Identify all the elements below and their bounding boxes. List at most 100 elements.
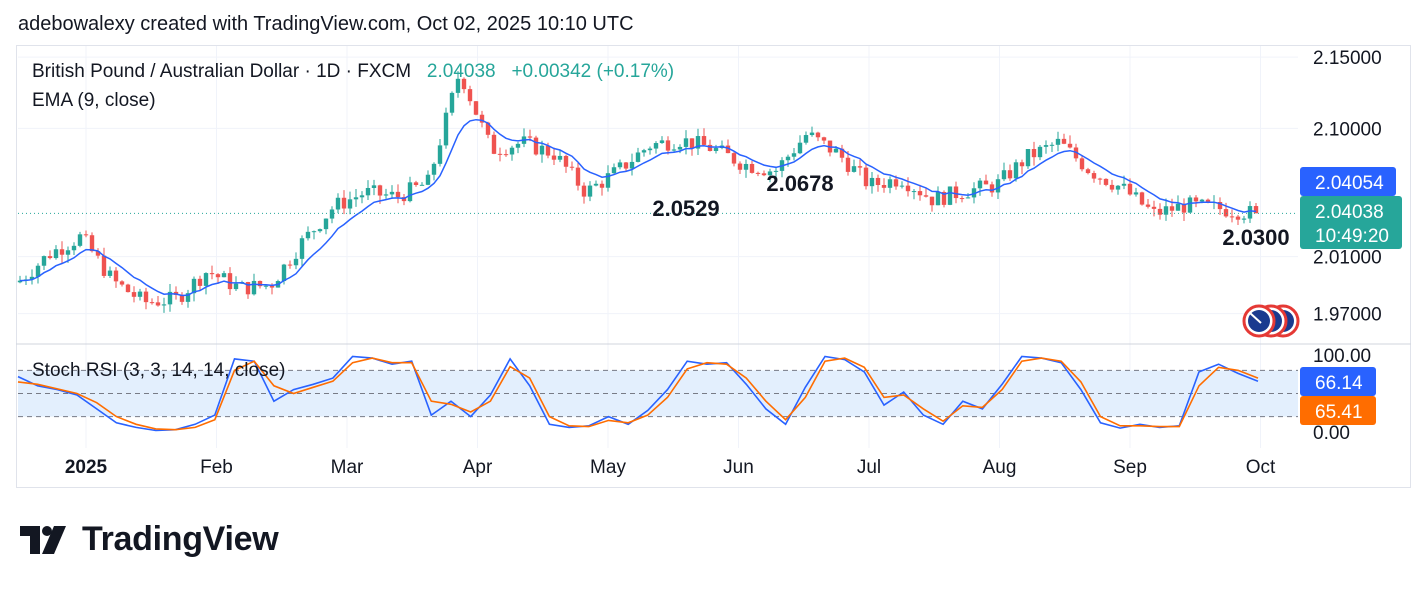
candle-body <box>143 291 149 303</box>
candle-body <box>479 114 485 123</box>
candle-up <box>713 144 719 154</box>
candle-down <box>485 121 491 139</box>
candle-down <box>89 232 95 253</box>
candle-body <box>491 134 497 154</box>
ema-price-badge-text: 2.04054 <box>1315 173 1384 194</box>
candle-body <box>881 185 887 188</box>
candle-body <box>233 283 239 290</box>
candle-body <box>329 209 335 219</box>
candle-body <box>893 179 899 187</box>
candle-up <box>1055 131 1061 152</box>
price-annotation: 2.0300 <box>1222 225 1289 250</box>
candle-body <box>311 231 317 233</box>
candle-body <box>377 185 383 196</box>
candle-down <box>1007 164 1013 181</box>
candle-up <box>107 266 113 278</box>
candle-down <box>1103 178 1109 187</box>
candle-body <box>269 285 275 288</box>
price-axis-label: 2.10000 <box>1313 119 1382 140</box>
candle-down <box>215 273 221 284</box>
tradingview-logo[interactable]: TradingView <box>20 520 279 559</box>
candle-body <box>923 195 929 197</box>
price-annotation: 2.0678 <box>766 171 833 196</box>
candle-body <box>1187 197 1193 213</box>
candle-body <box>1001 170 1007 180</box>
candle-body <box>65 250 71 255</box>
candle-up <box>785 154 791 167</box>
candle-body <box>113 270 119 282</box>
candle-up <box>419 182 425 186</box>
stoch-d-line <box>17 357 1259 431</box>
candle-down <box>287 260 293 269</box>
candle-body <box>1163 206 1169 215</box>
candle-down <box>47 250 53 260</box>
time-axis-label: Apr <box>463 457 493 478</box>
candle-body <box>161 304 167 306</box>
time-axis-label: Jul <box>857 457 881 478</box>
candle-body <box>1067 143 1073 148</box>
candle-up <box>335 193 341 214</box>
candle-up <box>407 176 413 203</box>
candle-body <box>215 274 221 278</box>
candle-body <box>539 145 545 155</box>
candle-down <box>173 286 179 300</box>
candle-up <box>449 91 455 116</box>
candle-body <box>1007 170 1013 179</box>
candle-up <box>767 168 773 183</box>
candle-body <box>545 145 551 156</box>
flag-icon-cross <box>1249 312 1262 324</box>
candle-up <box>191 276 197 302</box>
price-axis-label: 2.15000 <box>1313 48 1382 69</box>
candle-body <box>1205 199 1211 203</box>
candle-up <box>587 181 593 202</box>
candle-up <box>431 162 437 181</box>
candle-body <box>551 155 557 160</box>
candle-body <box>773 170 779 172</box>
candle-body <box>533 137 539 155</box>
candle-body <box>197 278 203 286</box>
candle-body <box>863 167 869 187</box>
last-price-badge-text: 2.04038 <box>1315 202 1384 223</box>
candle-body <box>467 89 473 102</box>
candle-body <box>509 147 515 155</box>
candle-up <box>635 147 641 163</box>
candle-body <box>167 291 173 305</box>
candle-down <box>179 292 185 305</box>
candle-down <box>1091 170 1097 183</box>
candle-body <box>1049 144 1055 146</box>
candle-down <box>1061 133 1067 145</box>
candle-up <box>641 148 647 157</box>
candle-down <box>113 267 119 288</box>
candle-down <box>875 174 881 192</box>
ema-line <box>19 118 1257 297</box>
candle-up <box>509 145 515 161</box>
price-axis-label: 1.97000 <box>1313 305 1382 326</box>
chart-credit: adebowalexy created with TradingView.com… <box>18 13 634 35</box>
candle-down <box>863 165 869 190</box>
candle-up <box>167 283 173 312</box>
candle-down <box>197 275 203 291</box>
candle-up <box>77 231 83 248</box>
candle-up <box>593 180 599 187</box>
candle-down <box>1079 155 1085 172</box>
candle-body <box>845 157 851 172</box>
candle-down <box>413 180 419 187</box>
candle-body <box>1115 185 1121 190</box>
candle-up <box>971 182 977 204</box>
candle-up <box>1133 187 1139 197</box>
candle-up <box>629 153 635 176</box>
candle-body <box>1109 184 1115 190</box>
candle-down <box>125 283 131 293</box>
candle-up <box>683 130 689 155</box>
stoch-d-badge <box>1300 396 1376 425</box>
candle-body <box>1181 203 1187 213</box>
candle-body <box>497 153 503 155</box>
candle-body <box>1217 202 1223 210</box>
candle-body <box>389 191 395 195</box>
candle-up <box>263 285 269 290</box>
candle-up <box>659 136 665 144</box>
candle-body <box>473 101 479 115</box>
candle-body <box>587 185 593 197</box>
candle-down <box>1157 203 1163 220</box>
